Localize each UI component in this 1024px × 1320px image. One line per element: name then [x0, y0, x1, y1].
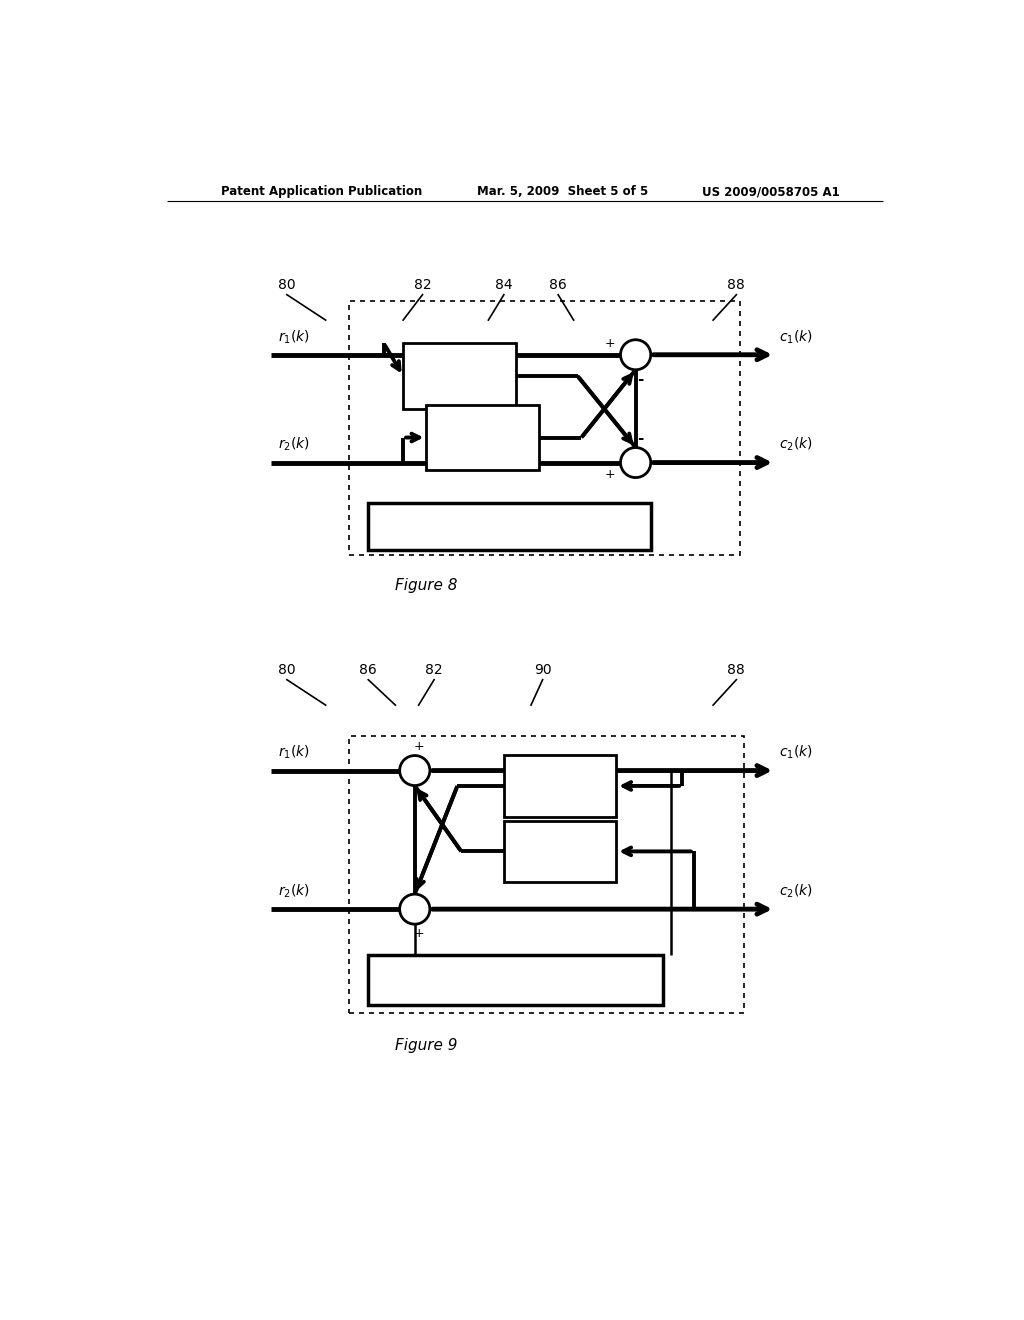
Text: 86: 86 [359, 664, 377, 677]
Text: Adaptive Coefficient
update: Adaptive Coefficient update [447, 966, 584, 994]
Circle shape [621, 447, 650, 478]
Text: Complex
Adaptive
Filter: Complex Adaptive Filter [534, 770, 587, 803]
Circle shape [399, 755, 430, 785]
Circle shape [621, 339, 650, 370]
Text: -: - [386, 763, 393, 777]
Bar [369, 956, 663, 1006]
Text: Σ: Σ [410, 763, 420, 777]
Text: +: + [605, 338, 615, 351]
Text: $c_2(k)$: $c_2(k)$ [779, 883, 813, 900]
Text: 86: 86 [549, 279, 567, 293]
Text: +: + [605, 469, 615, 482]
Bar [369, 503, 651, 549]
Text: 82: 82 [425, 664, 443, 677]
Bar [349, 737, 744, 1014]
Text: $c_1(k)$: $c_1(k)$ [779, 329, 813, 346]
Text: Complex
Adaptive
Filter: Complex Adaptive Filter [457, 421, 509, 454]
Text: $r_1(k)$: $r_1(k)$ [279, 744, 310, 762]
Bar [403, 343, 515, 409]
Text: +: + [414, 927, 425, 940]
Text: Complex
Adaptive
Filter: Complex Adaptive Filter [433, 359, 485, 392]
Text: Σ: Σ [631, 455, 641, 470]
Circle shape [399, 894, 430, 924]
Text: Patent Application Publication: Patent Application Publication [221, 185, 422, 198]
Text: 80: 80 [279, 664, 296, 677]
Text: Figure 8: Figure 8 [395, 578, 458, 593]
Bar [349, 301, 740, 554]
Text: $c_2(k)$: $c_2(k)$ [779, 436, 813, 453]
Text: -: - [637, 430, 643, 446]
Text: Σ: Σ [631, 347, 641, 362]
Text: -: - [386, 902, 393, 916]
Text: $r_2(k)$: $r_2(k)$ [279, 436, 310, 453]
Bar [504, 755, 616, 817]
Text: 88: 88 [727, 279, 745, 293]
Text: +: + [414, 739, 425, 752]
Text: $c_1(k)$: $c_1(k)$ [779, 744, 813, 762]
Text: Σ: Σ [410, 902, 420, 916]
Text: 84: 84 [495, 279, 513, 293]
Text: US 2009/0058705 A1: US 2009/0058705 A1 [701, 185, 840, 198]
Text: 88: 88 [727, 664, 745, 677]
Text: 82: 82 [414, 279, 431, 293]
Text: -: - [637, 372, 643, 387]
Text: 80: 80 [279, 279, 296, 293]
Text: Figure 9: Figure 9 [395, 1038, 458, 1053]
Text: Complex
Adaptive
Filter: Complex Adaptive Filter [534, 834, 587, 869]
Text: Adaptive Coefficient/
update: Adaptive Coefficient/ update [440, 512, 580, 540]
Bar [504, 821, 616, 882]
Text: 90: 90 [534, 664, 552, 677]
Text: $r_2(k)$: $r_2(k)$ [279, 883, 310, 900]
Bar [426, 405, 539, 470]
Text: Mar. 5, 2009  Sheet 5 of 5: Mar. 5, 2009 Sheet 5 of 5 [477, 185, 648, 198]
Text: $r_1(k)$: $r_1(k)$ [279, 329, 310, 346]
